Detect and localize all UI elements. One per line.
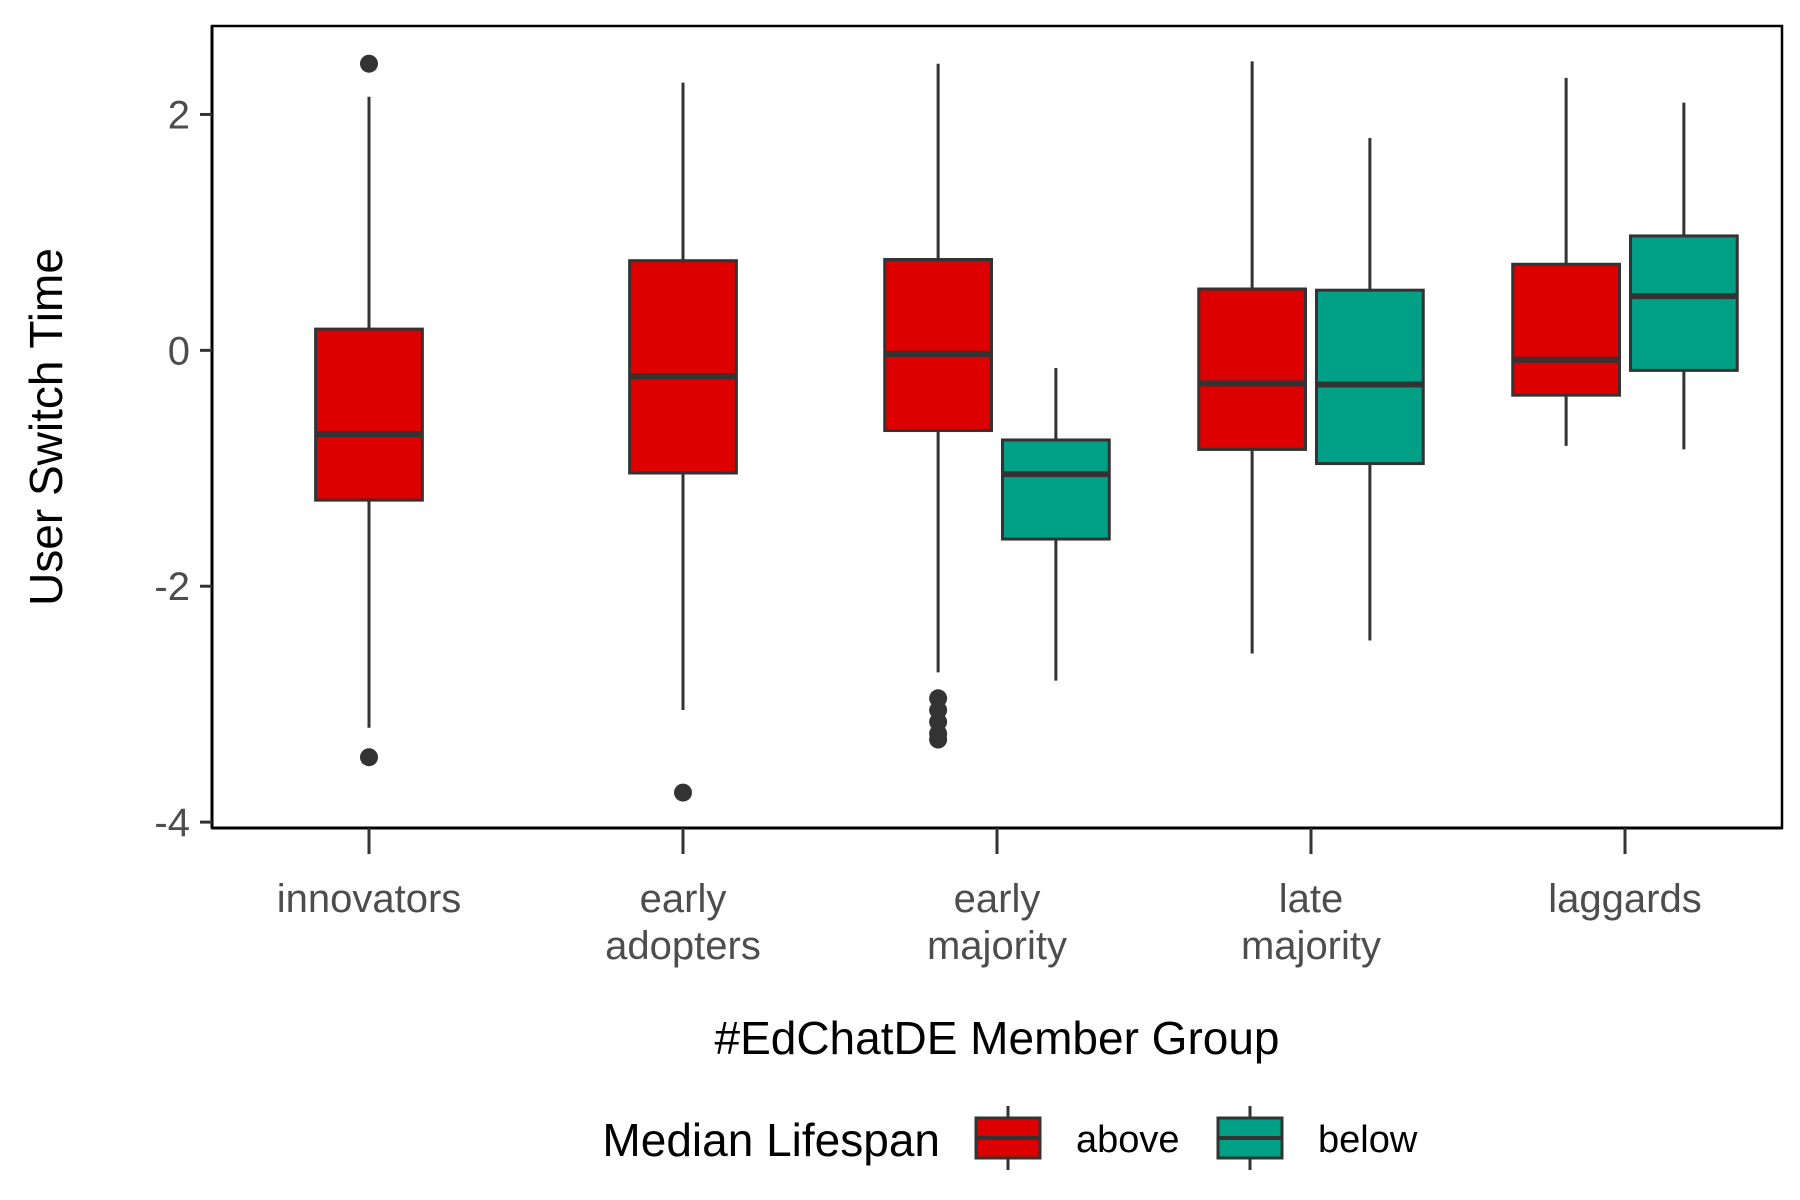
y-tick-label: 2 [168, 93, 190, 137]
x-tick-label: innovators [277, 877, 462, 921]
box-iqr [1197, 287, 1308, 451]
x-axis-ticks: innovators earlyadoptersearlymajoritylate… [277, 828, 1702, 968]
box-above [1197, 61, 1308, 654]
box-below [1000, 368, 1111, 681]
legend-label-above: above [1076, 1119, 1180, 1161]
outlier-point [929, 730, 948, 749]
legend-label-below: below [1318, 1119, 1418, 1161]
box-above [628, 82, 738, 802]
box-iqr [1314, 288, 1425, 466]
x-tick-label: laggards [1548, 877, 1701, 921]
box-above [1511, 77, 1622, 446]
box-series [314, 54, 1739, 802]
y-tick-label: 0 [168, 329, 190, 373]
box-above [314, 54, 424, 767]
x-tick-label: majority [1241, 924, 1381, 968]
legend-title: Median Lifespan [602, 1114, 940, 1166]
box-iqr [1000, 438, 1111, 541]
outlier-point [674, 783, 692, 802]
box-iqr [1628, 234, 1739, 372]
x-tick-label: early [640, 877, 727, 921]
y-axis-ticks: -4 -2 0 2 [154, 93, 212, 845]
box-iqr [314, 327, 424, 502]
y-axis-title: User Switch Time [20, 248, 72, 606]
box-below [1314, 138, 1425, 641]
box-iqr [883, 258, 994, 433]
box-above [883, 63, 994, 749]
box-below [1628, 102, 1739, 450]
y-tick-label: -4 [154, 801, 190, 845]
x-tick-label: late [1279, 877, 1344, 921]
outlier-point [360, 54, 378, 73]
box-iqr [628, 259, 738, 475]
x-axis-title: #EdChatDE Member Group [714, 1012, 1279, 1064]
box-iqr [1511, 262, 1622, 397]
x-tick-label: early [954, 877, 1041, 921]
x-tick-label: majority [927, 924, 1067, 968]
legend: Median Lifespan above below [602, 1106, 1418, 1170]
x-tick-label: adopters [605, 924, 761, 968]
y-tick-label: -2 [154, 565, 190, 609]
outlier-point [360, 748, 378, 767]
